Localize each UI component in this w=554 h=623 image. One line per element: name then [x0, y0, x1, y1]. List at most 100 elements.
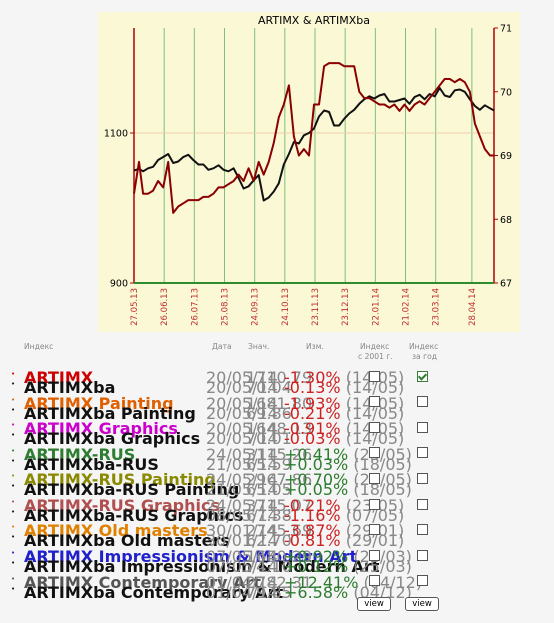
table-row: • ARTIMXba Painting 20/05/14 69.86 -0.21% (1…	[0, 404, 554, 423]
year-checkbox[interactable]	[417, 473, 428, 484]
x-tick-label: 23.11.13	[311, 288, 321, 326]
bullet-icon: •	[11, 406, 16, 414]
y-right-tick-label: 67	[500, 279, 512, 290]
header-change: Изм.	[306, 342, 324, 351]
index-date: 07/05/14	[206, 547, 278, 566]
header-year-sub: за год	[412, 352, 437, 361]
bullet-icon: •	[11, 482, 16, 490]
series-line-artimx	[133, 87, 495, 202]
bullet-icon: •	[11, 585, 16, 593]
change-percent: +0.05%	[284, 480, 349, 499]
index-value: 70.04	[246, 378, 292, 397]
index-name: ARTIMX Old masters	[24, 521, 208, 540]
index-change: +0.12% (25/03)	[284, 557, 412, 576]
change-percent: +0.41%	[284, 445, 349, 464]
bullet-icon: •	[11, 575, 16, 583]
table-row: • ARTIMX Contemporary Art 01/04/14 2782.31 +…	[0, 573, 554, 592]
x-tick-label: 21.02.14	[402, 288, 412, 326]
index-date: 21/05/14	[206, 455, 278, 474]
header-index: Индекс	[24, 342, 54, 351]
change-percent: +0.12%	[284, 557, 349, 576]
x-tick-label: 26.06.13	[160, 288, 170, 326]
since2001-checkbox[interactable]	[369, 499, 380, 510]
index-change: -0.81% (29/01)	[284, 531, 404, 550]
index-date: 01/04/14	[206, 573, 278, 592]
index-name: ARTIMX	[24, 368, 94, 387]
index-date: 20/05/14	[206, 419, 278, 438]
change-date: (14/05)	[340, 429, 405, 448]
table-row: • ARTIMXba 20/05/14 70.04 -0.13% (14/05)	[0, 378, 554, 397]
bullet-icon: •	[11, 559, 16, 567]
x-tick-label: 28.04.14	[468, 288, 478, 326]
change-percent: -0.21%	[284, 404, 341, 423]
bullet-icon: •	[11, 549, 16, 557]
bullet-icon: •	[11, 380, 16, 388]
bullet-icon: •	[11, 472, 16, 480]
bullet-icon: •	[11, 421, 16, 429]
year-checkbox[interactable]	[417, 575, 428, 586]
since2001-checkbox[interactable]	[369, 396, 380, 407]
year-checkbox[interactable]	[417, 422, 428, 433]
index-date: 30/01/14	[206, 531, 278, 550]
since2001-checkbox[interactable]	[369, 524, 380, 535]
year-checkbox[interactable]	[417, 550, 428, 561]
change-date: (25/03)	[348, 557, 412, 576]
since2001-checkbox[interactable]	[369, 371, 380, 382]
change-percent: -0.91%	[284, 419, 341, 438]
index-date: 24/05/14	[206, 470, 278, 489]
table-row: • ARTIMXba Contemporary Art 01/04/14 79.85 +…	[0, 583, 554, 602]
index-date: 20/05/14	[206, 404, 278, 423]
index-value: 70.01	[246, 429, 292, 448]
change-date: (29/01)	[340, 531, 405, 550]
change-percent: -1.93%	[284, 394, 341, 413]
index-name: ARTIMXba-RUS Graphics	[24, 506, 244, 525]
index-date: 20/05/14	[206, 368, 278, 387]
index-name: ARTIMXba Graphics	[24, 429, 201, 448]
year-checkbox[interactable]	[417, 371, 428, 382]
y-right-tick-label: 68	[500, 215, 512, 226]
index-date: 21/05/14	[206, 480, 278, 499]
y-right-tick-label: 71	[500, 24, 512, 35]
since2001-checkbox[interactable]	[369, 473, 380, 484]
index-name: ARTIMX-RUS Graphics	[24, 496, 221, 515]
index-name: ARTIMX Contemporary Art	[24, 573, 261, 592]
table-row: • ARTIMX Old masters 30/01/14 2745.69 -3.87%…	[0, 521, 554, 540]
index-date: 20/05/14	[206, 429, 278, 448]
index-change: +0.03% (18/05)	[284, 455, 412, 474]
since2001-checkbox[interactable]	[369, 575, 380, 586]
index-name: ARTIMXba Contemporary Art	[24, 583, 284, 602]
index-date: 24/05/14	[206, 496, 278, 515]
chart-title: ARTIMX & ARTIMXba	[258, 14, 370, 27]
since2001-checkbox[interactable]	[369, 447, 380, 458]
table-row: • ARTIMX-RUS Painting 24/05/14 2967.86 +0.70…	[0, 470, 554, 489]
change-percent: -0.13%	[284, 378, 341, 397]
table-row: • ARTIMXba Graphics 20/05/14 70.01 -0.03% (1…	[0, 429, 554, 448]
index-name: ARTIMX Impressionism & Modern Art	[24, 547, 358, 566]
since2001-checkbox[interactable]	[369, 550, 380, 561]
index-name: ARTIMXba	[24, 378, 116, 397]
change-date: (14/05)	[340, 404, 405, 423]
x-tick-label: 23.12.13	[341, 288, 351, 326]
change-date: (23/05)	[348, 470, 412, 489]
index-change: -0.21% (14/05)	[284, 404, 404, 423]
index-change: -0.13% (14/05)	[284, 378, 404, 397]
index-date: 07/05/14	[206, 557, 278, 576]
index-change: +12.41% (04/12)	[284, 573, 422, 592]
year-checkbox[interactable]	[417, 524, 428, 535]
year-checkbox[interactable]	[417, 396, 428, 407]
index-name: ARTIMXba Impressionism & Modern Art	[24, 557, 380, 576]
view-button-year[interactable]: view	[405, 597, 439, 611]
x-tick-label: 23.03.14	[432, 288, 442, 326]
year-checkbox[interactable]	[417, 447, 428, 458]
since2001-checkbox[interactable]	[369, 422, 380, 433]
index-name: ARTIMXba Old masters	[24, 531, 230, 550]
line-chart: ARTIMX & ARTIMXba 27.05.13 26.06.13 26.07.1…	[104, 14, 512, 326]
view-button-since2001[interactable]: view	[357, 597, 391, 611]
index-name: ARTIMXba Painting	[24, 404, 196, 423]
bullet-icon: •	[11, 533, 16, 541]
table-row: • ARTIMX-RUS 24/05/14 3115.26 +0.41% (23/05)	[0, 445, 554, 464]
year-checkbox[interactable]	[417, 499, 428, 510]
